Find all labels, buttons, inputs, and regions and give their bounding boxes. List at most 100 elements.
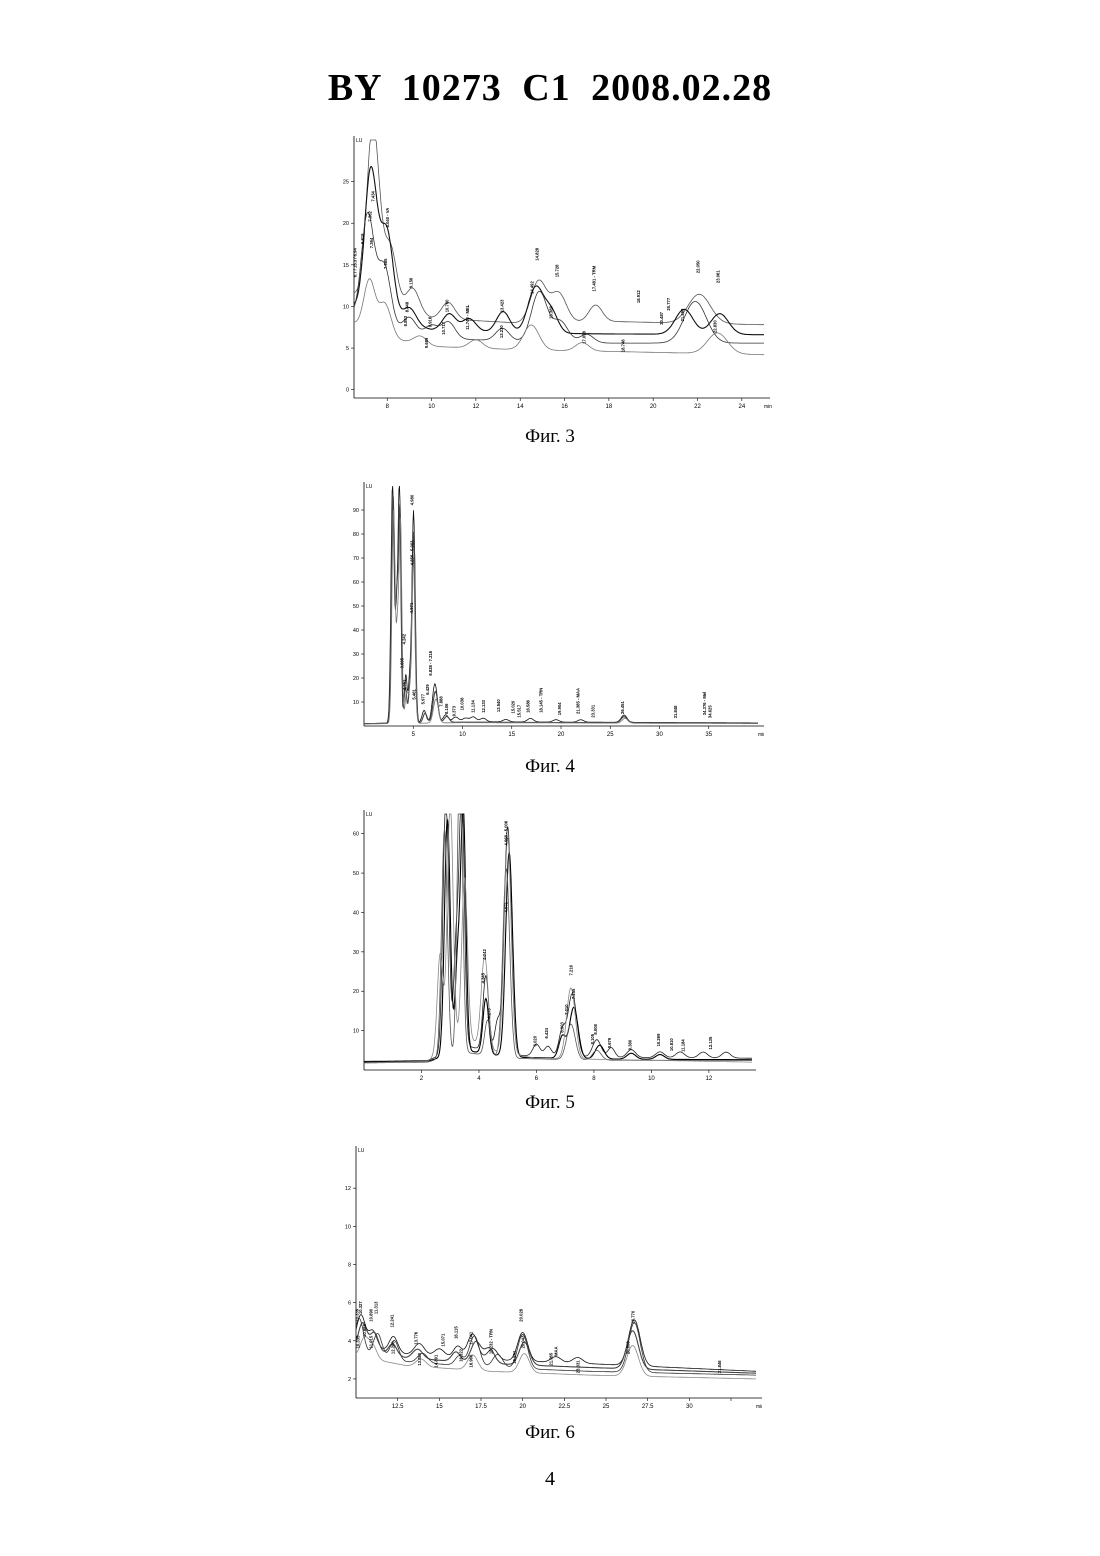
peak-label: 6.429 <box>425 684 430 695</box>
y-tick-label: 8 <box>348 1262 351 1268</box>
x-tick-label: 12 <box>706 1076 713 1082</box>
peak-label: 15.071 <box>440 1333 445 1346</box>
y-tick-label: 25 <box>343 180 349 186</box>
figure-6-caption: Фиг. 6 <box>0 1422 1100 1444</box>
x-tick-label: 22.5 <box>558 1404 570 1410</box>
peak-label: 17.481 - TRM <box>592 265 597 291</box>
figure-3-chart: LU81012141618202224min05101520256.7 / 15… <box>334 130 774 415</box>
peak-label: 15.728 <box>555 264 560 277</box>
chromatogram-fig5: LU246810121020304050604.968 - 5.0064.971… <box>334 808 756 1083</box>
chromatogram-trace-3 <box>364 510 758 724</box>
peak-label: 10.760 <box>444 299 449 312</box>
peak-label: 9.689 <box>424 337 429 348</box>
figure-5-caption: Фиг. 5 <box>0 1092 1100 1114</box>
peak-label: 13.540 <box>496 699 501 712</box>
y-tick-label: 40 <box>353 628 359 634</box>
x-tick-label: 12 <box>473 404 480 410</box>
x-tick-label: 8 <box>592 1076 596 1082</box>
peak-label: 31.848 <box>673 705 678 718</box>
peak-label: 6.7 / 15.3 / 6.94 <box>353 248 358 278</box>
peak-label: 16.322 <box>459 1348 464 1361</box>
peak-label: 12.286 <box>390 1341 395 1354</box>
peak-label: 6.818 <box>360 233 365 244</box>
peak-label: 8.848 <box>404 301 409 312</box>
y-tick-label: 50 <box>353 604 359 610</box>
peak-label: 8.008 <box>593 1023 598 1034</box>
peak-label: 18.912 <box>636 290 641 303</box>
x-tick-label: 10 <box>428 404 435 410</box>
peak-label: 19.904 <box>557 702 562 715</box>
x-tick-label: 20 <box>650 404 657 410</box>
x-tick-label: 4 <box>477 1076 481 1082</box>
peak-label: 4.273 <box>487 1008 492 1019</box>
chromatogram-fig3: LU81012141618202224min05101520256.7 / 15… <box>334 130 774 415</box>
chromatogram-fig6: LU12.51517.52022.52527.530min2468101210.… <box>334 1142 762 1412</box>
y-axis-label: LU <box>366 812 373 818</box>
x-axis-label: min <box>756 1404 762 1410</box>
x-tick-label: 24 <box>738 404 745 410</box>
peak-label: 12.135 <box>708 1036 713 1049</box>
y-axis-label: LU <box>358 1148 365 1154</box>
peak-label: 7.364 <box>369 237 374 248</box>
peak-label: 8.679 <box>607 1037 612 1048</box>
chromatogram-trace-4 <box>364 814 752 1063</box>
peak-label: 13.880 <box>417 1352 422 1365</box>
peak-label: 8.040 - VA <box>385 208 390 228</box>
y-tick-label: 4 <box>348 1339 351 1345</box>
peak-label: 4.856 - 5.003 <box>409 540 414 565</box>
figure-6-chart: LU12.51517.52022.52527.530min2468101210.… <box>334 1142 762 1412</box>
peak-label: 9.156 <box>409 277 414 288</box>
peak-label: 16.966 <box>469 1354 474 1367</box>
y-tick-label: 10 <box>353 700 359 706</box>
x-tick-label: 8 <box>386 404 390 410</box>
y-tick-label: 10 <box>353 1029 359 1035</box>
y-tick-label: 20 <box>353 989 359 995</box>
page-number: 4 <box>0 1468 1100 1491</box>
x-tick-label: 10 <box>648 1076 655 1082</box>
peak-label: 3.835 <box>399 657 404 668</box>
y-tick-label: 5 <box>346 346 349 352</box>
chromatogram-trace-1 <box>364 486 758 724</box>
figure-4-chart: LU5101520253035min1020304050607080904.98… <box>334 478 764 740</box>
peak-label: 26.608 <box>625 1341 630 1354</box>
x-tick-label: 12.5 <box>392 1404 404 1410</box>
chromatogram-trace-1 <box>354 140 764 325</box>
x-tick-label: 22 <box>694 404 701 410</box>
peak-label: 7.216 <box>568 964 573 975</box>
y-tick-label: 12 <box>345 1186 351 1192</box>
y-tick-label: 50 <box>353 871 359 877</box>
peak-label: MAA <box>554 1346 559 1356</box>
peak-label: 17.058 <box>582 330 587 343</box>
x-tick-label: 2 <box>420 1076 424 1082</box>
peak-label: 6.828 - 7.216 <box>428 650 433 675</box>
x-tick-label: 30 <box>656 732 663 738</box>
peak-label: 16.115 <box>454 1326 459 1339</box>
x-tick-label: 30 <box>686 1404 693 1410</box>
x-tick-label: 27.5 <box>642 1404 654 1410</box>
peak-label: 14.492 <box>530 281 535 294</box>
peak-label: 4.345 <box>481 972 486 983</box>
peak-label: 14.828 <box>535 247 540 260</box>
peak-label: 6.020 <box>532 1035 537 1046</box>
x-axis-label: min <box>758 732 764 738</box>
peak-label: 4.980 <box>410 494 415 505</box>
peak-label: 23.061 <box>716 270 721 283</box>
peak-label: 23.331 <box>591 704 596 717</box>
x-tick-label: 25 <box>607 732 614 738</box>
patent-header: BY 10273 C1 2008.02.28 <box>0 66 1100 110</box>
peak-label: 12.133 <box>481 699 486 712</box>
y-tick-label: 2 <box>348 1377 351 1383</box>
peak-label: 20.777 <box>666 297 671 310</box>
peak-label: 12.241 <box>390 1314 395 1327</box>
peak-label: 6.424 <box>544 1027 549 1038</box>
figure-4-caption: Фиг. 4 <box>0 756 1100 778</box>
x-axis-label: min <box>764 404 772 410</box>
x-tick-label: 15 <box>436 1404 443 1410</box>
x-tick-label: 25 <box>603 1404 610 1410</box>
peak-label: 4.242 <box>401 633 406 644</box>
peak-label: 7.362 <box>367 210 372 221</box>
peak-label: 10.888 <box>362 1324 367 1337</box>
peak-label: 8.893 <box>403 315 408 326</box>
y-tick-label: 70 <box>353 556 359 562</box>
y-tick-label: 10 <box>345 1224 351 1230</box>
